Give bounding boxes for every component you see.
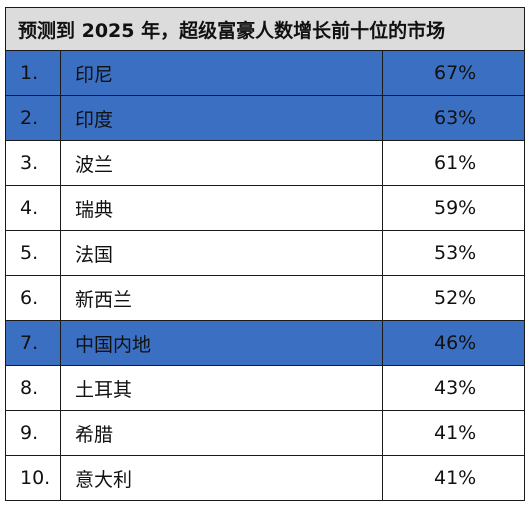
rank-cell: 3. xyxy=(6,141,61,185)
growth-cell: 63% xyxy=(434,107,477,129)
rank-cell: 9. xyxy=(6,411,61,455)
rank-cell: 2. xyxy=(6,96,61,140)
growth-cell: 52% xyxy=(434,287,477,309)
growth-cell: 46% xyxy=(434,332,477,354)
rank-cell: 1. xyxy=(6,51,61,95)
market-cell: 波兰 xyxy=(61,141,383,185)
growth-cell: 41% xyxy=(434,422,477,444)
growth-cell: 59% xyxy=(434,197,477,219)
table-body: 1. 印尼 67% 2. 印度 63% 3. 波兰 61% 4. 瑞典 59% 5. 法国 53% 6. 新西兰… xyxy=(6,51,524,500)
market-cell: 希腊 xyxy=(61,411,383,455)
table-row: 5. 法国 53% xyxy=(6,231,524,276)
table-row: 10. 意大利 41% xyxy=(6,456,524,500)
market-cell: 土耳其 xyxy=(61,366,383,410)
rank-cell: 6. xyxy=(6,276,61,320)
table-row: 7. 中国内地 46% xyxy=(6,321,524,366)
market-cell: 瑞典 xyxy=(61,186,383,230)
ranking-table: 预测到 2025 年，超级富豪人数增长前十位的市场 1. 印尼 67% 2. 印度 63%… xyxy=(5,7,525,501)
table-row: 6. 新西兰 52% xyxy=(6,276,524,321)
growth-cell: 43% xyxy=(434,377,477,399)
growth-cell: 41% xyxy=(434,467,477,489)
rank-cell: 8. xyxy=(6,366,61,410)
table-row: 9. 希腊 41% xyxy=(6,411,524,456)
growth-cell: 61% xyxy=(434,152,477,174)
table-row: 1. 印尼 67% xyxy=(6,51,524,96)
market-cell: 印度 xyxy=(61,96,383,140)
market-cell: 中国内地 xyxy=(61,321,383,365)
table-title: 预测到 2025 年，超级富豪人数增长前十位的市场 xyxy=(6,8,524,51)
growth-cell: 67% xyxy=(434,62,477,84)
growth-cell: 53% xyxy=(434,242,477,264)
table-row: 8. 土耳其 43% xyxy=(6,366,524,411)
market-cell: 印尼 xyxy=(61,51,383,95)
rank-cell: 7. xyxy=(6,321,61,365)
rank-cell: 10. xyxy=(6,456,61,500)
table-row: 2. 印度 63% xyxy=(6,96,524,141)
rank-cell: 5. xyxy=(6,231,61,275)
market-cell: 意大利 xyxy=(61,456,383,500)
market-cell: 法国 xyxy=(61,231,383,275)
table-row: 3. 波兰 61% xyxy=(6,141,524,186)
table-row: 4. 瑞典 59% xyxy=(6,186,524,231)
market-cell: 新西兰 xyxy=(61,276,383,320)
rank-cell: 4. xyxy=(6,186,61,230)
